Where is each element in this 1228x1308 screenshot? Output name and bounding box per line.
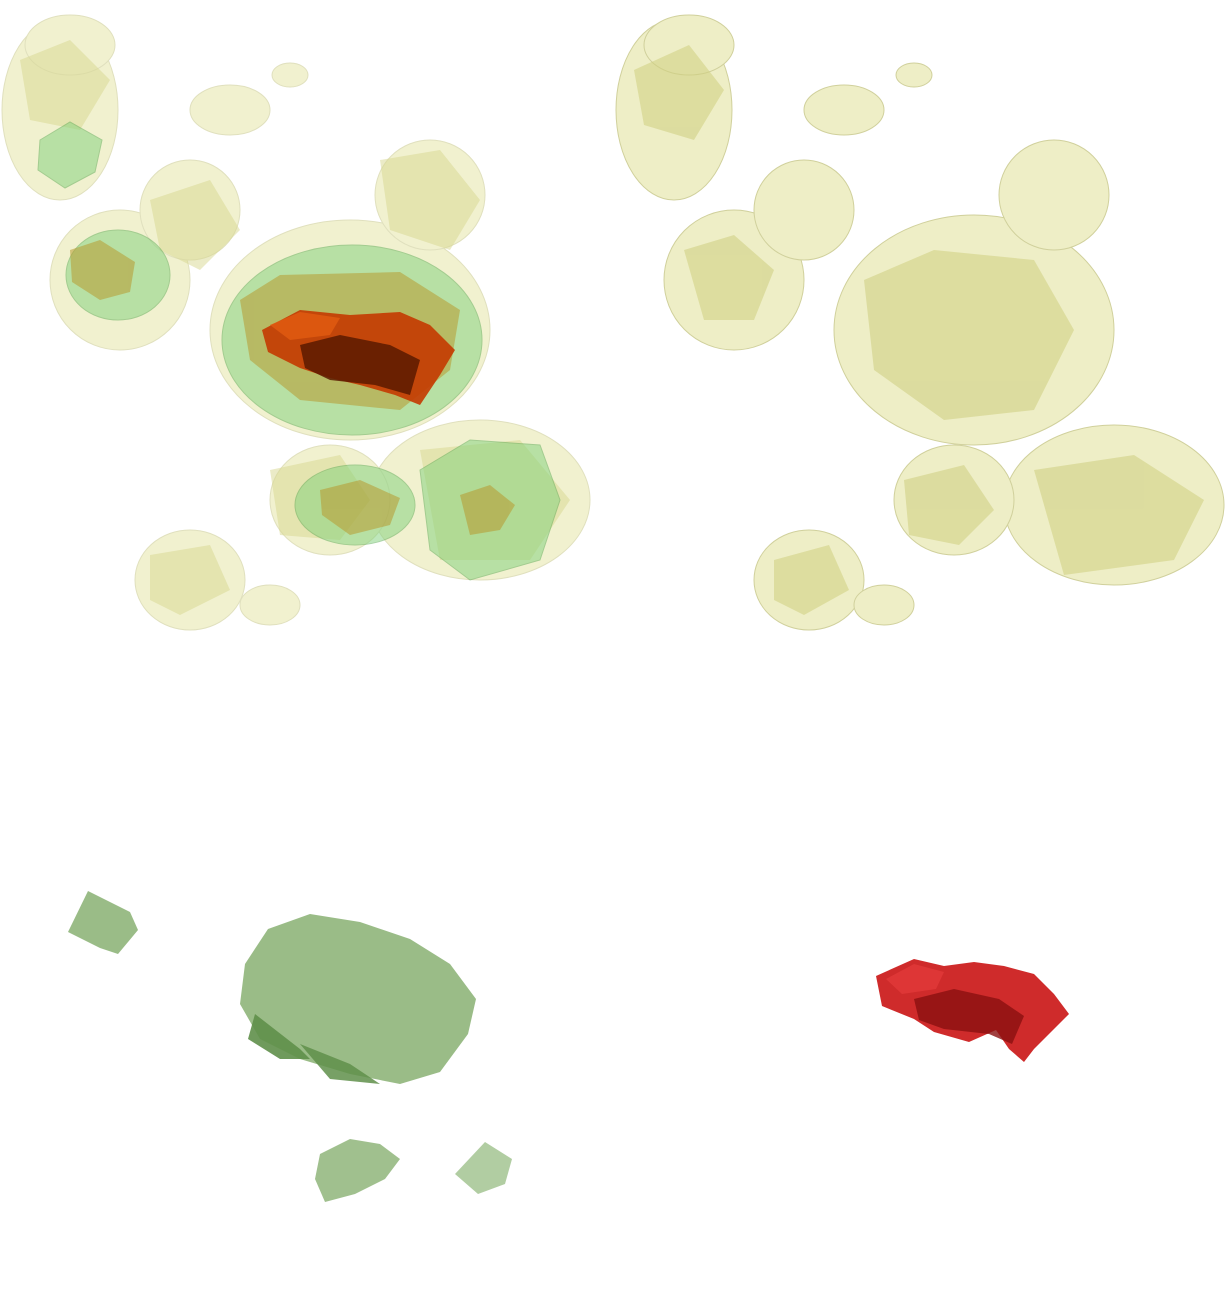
panel-high-density-isosurface xyxy=(614,654,1228,1308)
panel-combined-isosurfaces xyxy=(0,0,614,654)
high-density-surface xyxy=(876,959,1069,1062)
panel-low-density-isosurface xyxy=(614,0,1228,654)
high-density-surface xyxy=(262,310,455,405)
mid-density-surface xyxy=(68,891,512,1202)
combined-render xyxy=(1,14,591,631)
low-density-render xyxy=(615,14,1225,631)
low-density-surface-facets xyxy=(634,45,1204,615)
panel-mid-density-isosurface xyxy=(0,654,614,1308)
high-density-render xyxy=(876,959,1069,1062)
mid-density-render xyxy=(68,891,512,1202)
